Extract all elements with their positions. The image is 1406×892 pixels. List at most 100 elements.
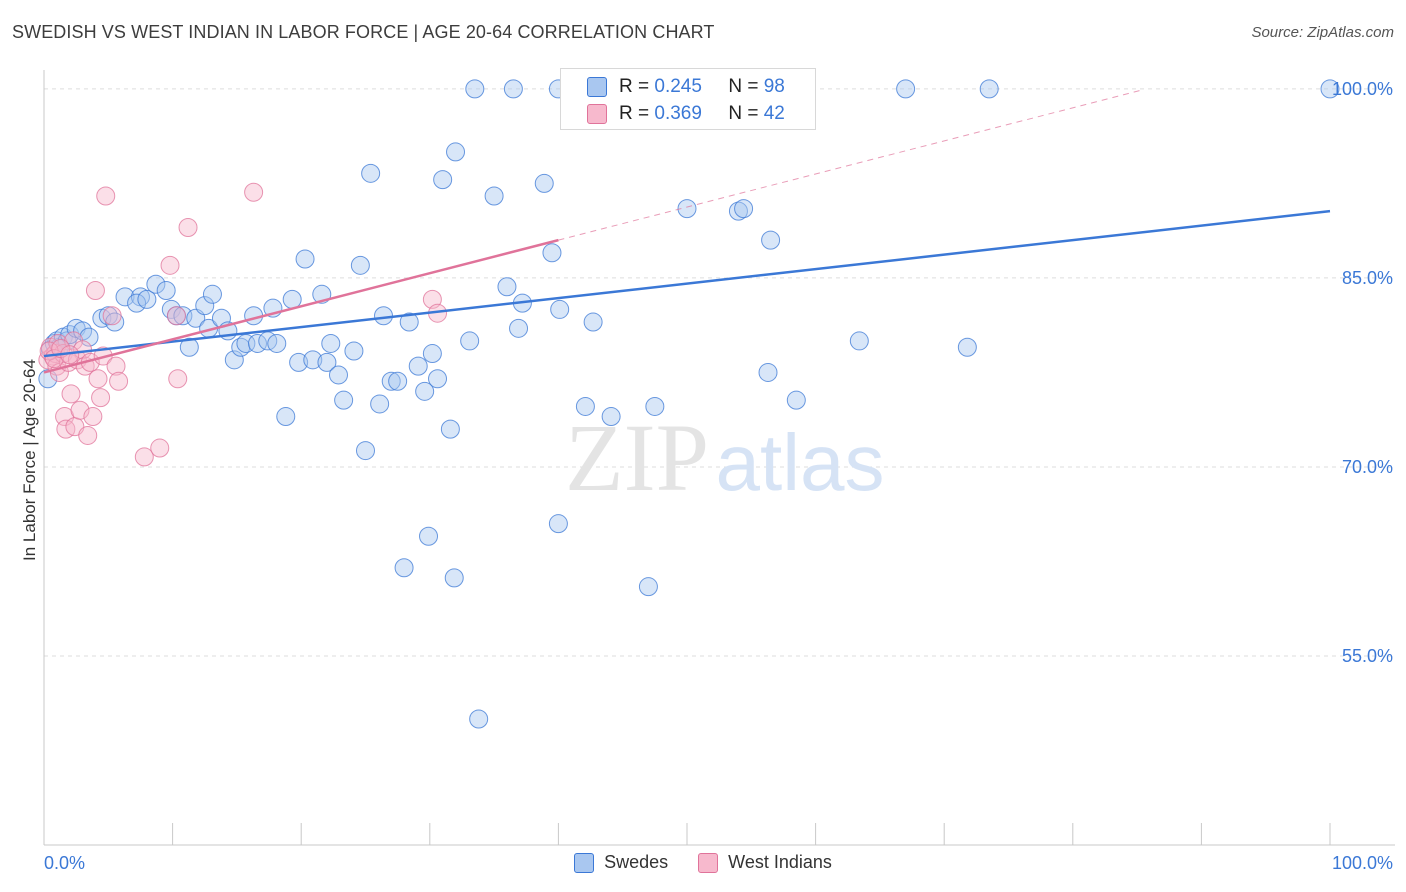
swedes-point [381,371,401,391]
swedes-point [509,318,529,338]
swedes-point [282,289,302,309]
swedes-point [388,371,408,391]
west-indians-point [150,438,170,458]
swedes-point [224,350,244,370]
swedes-stats: R = 0.245 N = 98 [619,76,785,98]
swedes-point [115,287,135,307]
swedes-trend-line [43,209,1331,358]
axis-layer [43,70,1395,846]
swedes-point [399,312,419,332]
points-layer [38,79,1340,729]
swedes-point [465,79,485,99]
r-label: R = [619,103,650,124]
swedes-point [415,381,435,401]
swedes-point [334,390,354,410]
west-indians-point [96,186,116,206]
swedes-point [356,441,375,461]
west-indians-trend-extension [558,89,1144,241]
y-axis-label: In Labor Force | Age 20-64 [20,359,39,561]
swedes-point [469,709,489,729]
swedes-point [761,230,781,250]
swedes-point [422,344,442,364]
swedes-point [601,407,621,427]
swedes-point [317,352,337,372]
r-label: R = [619,76,650,97]
west-indians-legend-label: West Indians [728,852,832,872]
source-label: Source: ZipAtlas.com [1251,24,1394,41]
swedes-point [321,333,341,353]
swedes-point [276,407,296,427]
swedes-legend-swatch [574,852,595,873]
swedes-point [460,331,480,351]
y-tick-label: 70.0% [1342,457,1393,477]
watermark-zip: ZIP [565,404,709,511]
west-indians-point [83,407,103,427]
swedes-point [440,419,460,439]
swedes-point [156,281,176,301]
swedes-point [289,352,309,372]
swedes-point [161,299,181,319]
west-indians-point [244,182,264,202]
west-indians-point [88,369,108,389]
legend-item-west-indians[interactable]: West Indians [698,852,832,873]
swedes-point [542,243,562,263]
x-tick-label-min: 0.0% [44,853,85,873]
swedes-n-value: 98 [763,76,785,97]
west-indians-swatch [587,104,607,124]
swedes-r-value: 0.245 [654,76,702,97]
grid-layer [44,88,1395,657]
n-label: N = [728,103,759,124]
swedes-point [394,558,414,578]
west-indians-point [166,306,186,326]
west-indians-point [134,447,154,467]
swedes-point [503,79,523,99]
chart-title: SWEDISH VS WEST INDIAN IN LABOR FORCE | … [12,22,715,42]
swedes-point [79,327,99,347]
west-indians-point [102,306,122,326]
west-indians-point [168,369,188,389]
swedes-point [979,79,999,99]
swedes-point [583,312,603,332]
swedes-point [758,362,778,382]
legend-item-swedes[interactable]: Swedes [574,852,668,873]
swedes-point [728,201,748,221]
swedes-point [419,526,439,546]
swedes-point [575,396,595,416]
watermark-atlas: atlas [716,418,885,507]
west-indians-point [78,425,98,445]
swedes-point [303,350,323,370]
swedes-point [786,390,806,410]
west-indians-point [109,371,129,391]
series-legend: Swedes West Indians [0,852,1406,873]
swedes-point [195,296,215,316]
swedes-point [550,299,570,319]
swedes-swatch [587,77,607,97]
swedes-point [428,369,448,389]
n-label: N = [728,76,759,97]
swedes-point [137,289,157,309]
west-indians-trend-line [43,238,559,374]
x-tick-label-max: 100.0% [1332,853,1393,873]
swedes-point [957,337,977,357]
swedes-point [534,173,554,193]
swedes-point [202,284,222,304]
swedes-point [484,186,504,206]
swedes-point [267,333,287,353]
swedes-point [849,331,869,351]
west-indians-r-value: 0.369 [654,103,702,124]
swedes-point [1320,79,1340,99]
swedes-point [344,341,364,361]
y-tick-label: 85.0% [1342,268,1393,288]
swedes-point [370,394,390,414]
tick-label-layer: 55.0% 70.0% 85.0% 100.0% 0.0% 100.0% [44,79,1393,873]
swedes-point [677,199,697,219]
west-indians-point [91,388,111,408]
watermark: ZIP atlas [565,404,884,511]
west-indians-point [61,384,81,404]
swedes-point [734,199,754,219]
swedes-point [374,306,394,326]
swedes-point [444,568,464,588]
swedes-point [361,163,381,183]
swedes-point [350,255,370,275]
